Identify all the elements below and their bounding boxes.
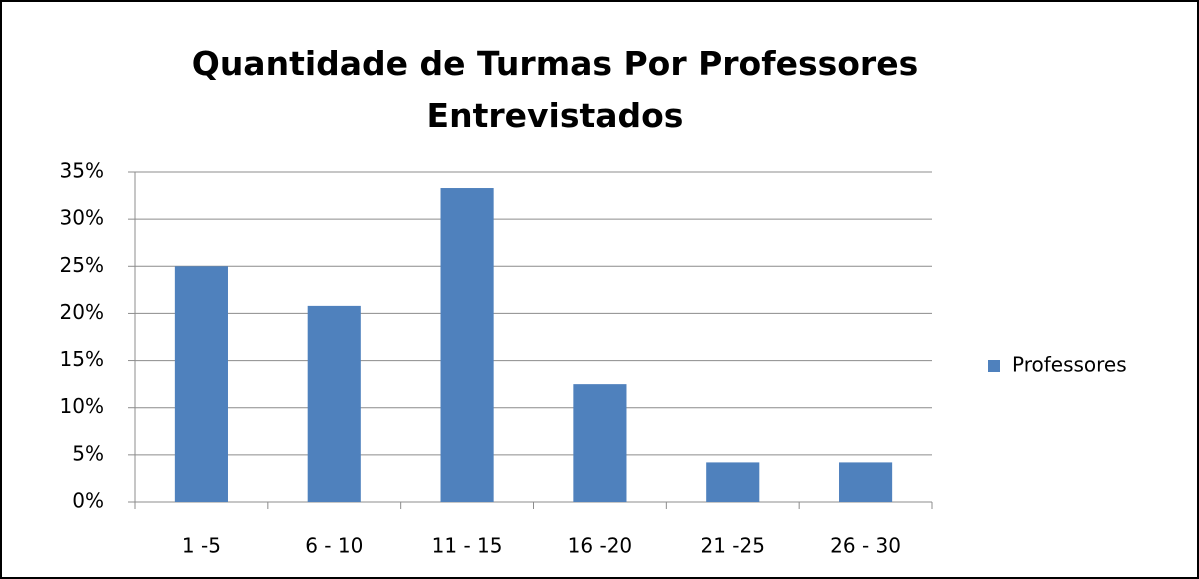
legend-label: Professores xyxy=(1012,353,1127,377)
bar xyxy=(573,384,627,502)
x-tick-label: 1 -5 xyxy=(182,534,221,558)
y-tick-label: 20% xyxy=(60,300,104,324)
bar xyxy=(839,462,893,502)
x-tick-label: 16 -20 xyxy=(568,534,632,558)
x-tick-label: 6 - 10 xyxy=(305,534,363,558)
y-tick-label: 5% xyxy=(72,441,104,465)
chart-title: Quantidade de Turmas Por Professores Ent… xyxy=(191,44,919,135)
x-tick-label: 21 -25 xyxy=(701,534,765,558)
y-tick-label: 35% xyxy=(60,159,104,183)
y-tick-label: 30% xyxy=(60,206,104,230)
bar xyxy=(174,266,228,502)
y-tick-label: 0% xyxy=(72,489,104,513)
y-tick-label: 15% xyxy=(60,347,104,371)
legend-swatch xyxy=(988,360,1000,372)
x-tick-label: 26 - 30 xyxy=(830,534,901,558)
y-tick-label: 25% xyxy=(60,253,104,277)
bar xyxy=(440,188,494,502)
x-tick-label: 11 - 15 xyxy=(432,534,503,558)
bar xyxy=(706,462,760,502)
y-tick-label: 10% xyxy=(60,394,104,418)
bar xyxy=(307,305,361,502)
